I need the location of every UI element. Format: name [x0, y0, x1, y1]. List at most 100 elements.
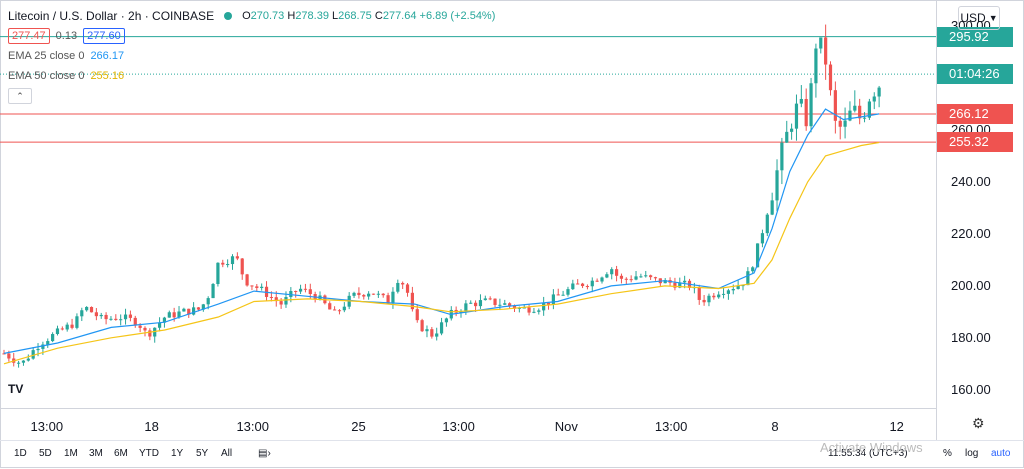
candle-body [794, 103, 799, 129]
candle [498, 298, 502, 311]
candle [391, 287, 395, 309]
candle-body [585, 286, 590, 288]
candle-body [167, 312, 171, 318]
candle-body [473, 302, 478, 307]
collapse-legend-button[interactable]: ⌃ [8, 88, 32, 104]
candle [828, 61, 833, 96]
candle-body [814, 48, 818, 84]
candle [619, 273, 624, 284]
candle-body [498, 304, 502, 306]
candle [444, 317, 449, 327]
period-button[interactable]: 5Y [196, 448, 209, 459]
candle-body [770, 200, 774, 215]
candle [566, 286, 570, 297]
log-toggle[interactable]: log [965, 448, 979, 459]
period-button[interactable]: 1D [14, 448, 27, 459]
candle-body [828, 64, 833, 91]
candle [31, 347, 35, 360]
symbol-title[interactable]: Litecoin / U.S. Dollar · 2h · COINBASE [8, 9, 215, 23]
candle-body [109, 318, 113, 320]
time-axis[interactable]: 13:00 18 13:00 25 13:00 Nov 13:00 8 12 [0, 408, 936, 441]
candle-body [333, 309, 337, 311]
candle-body [221, 262, 225, 265]
candle-body [240, 258, 244, 275]
candle-body [790, 128, 794, 132]
candle [814, 43, 818, 98]
candle-body [342, 306, 346, 311]
candle [736, 280, 740, 290]
period-button[interactable]: 6M [114, 448, 128, 459]
market-status-icon [224, 12, 233, 20]
candle [240, 258, 244, 280]
activation-watermark: Activate Windows [820, 440, 923, 455]
candle [785, 120, 789, 143]
candle-body [196, 307, 201, 310]
sell-price-button[interactable]: 277.47 [8, 28, 50, 44]
ema25-row[interactable]: EMA 25 close 0 266.17 [8, 46, 495, 66]
candle-body [444, 318, 449, 323]
candle-body [206, 298, 210, 305]
candle-body [381, 293, 385, 296]
period-button[interactable]: 3M [89, 448, 103, 459]
candle-body [760, 233, 765, 244]
candle-body [211, 284, 215, 299]
candle-body [138, 325, 142, 328]
candle-body [148, 330, 152, 337]
candles [2, 24, 881, 368]
candle [70, 318, 74, 330]
candle-body [571, 283, 575, 290]
buy-price-button[interactable]: 277.60 [83, 28, 125, 44]
candle-body [653, 277, 658, 279]
candle-body [877, 87, 881, 97]
candle-body [328, 303, 332, 310]
candle [848, 101, 852, 122]
candle [182, 307, 186, 312]
candle-body [289, 291, 293, 298]
percent-toggle[interactable]: % [943, 448, 952, 459]
candle [21, 360, 26, 366]
period-button[interactable]: 1M [64, 448, 78, 459]
candle-body [853, 105, 857, 111]
bottom-toolbar: 1D 5D 1M 3M 6M YTD 1Y 5Y All ▤› 11:55:34 (UTC+3)… [0, 440, 1024, 469]
ema50-value: 255.16 [90, 70, 125, 82]
candle-body [605, 274, 609, 278]
price-chart[interactable] [0, 0, 936, 408]
period-button[interactable]: 5D [39, 448, 52, 459]
time-tick: 13:00 [30, 419, 64, 434]
currency-selector[interactable]: USD ▼ [958, 6, 1000, 30]
candle [488, 296, 492, 301]
candle [157, 317, 162, 332]
candle-body [439, 322, 444, 334]
candle-body [157, 322, 162, 328]
period-button[interactable]: 1Y [171, 448, 184, 459]
candle-body [245, 274, 249, 286]
candle [405, 283, 410, 297]
clock-time[interactable]: 11:55:34 (UTC+3) [828, 448, 908, 459]
ema25-value: 266.17 [90, 50, 125, 62]
candle-body [187, 308, 191, 315]
date-range-icon[interactable]: ▤› [258, 448, 271, 459]
candle [89, 306, 94, 313]
time-tick: 12 [889, 419, 904, 434]
candle-body [94, 312, 98, 317]
candle-body [809, 83, 813, 127]
candle [230, 254, 235, 270]
candle [333, 306, 337, 311]
candle [376, 290, 380, 298]
auto-scale-toggle[interactable]: auto [991, 448, 1011, 459]
period-button[interactable]: YTD [139, 448, 159, 459]
candle-body [590, 280, 594, 287]
candle [420, 318, 424, 333]
candle-body [298, 288, 303, 292]
settings-gear-icon[interactable]: ⚙ [972, 415, 985, 431]
period-button[interactable]: All [221, 448, 233, 459]
candle [542, 296, 546, 316]
candle-body [488, 298, 492, 300]
price-axis[interactable]: 160.00180.00200.00220.00240.00260.00280.… [936, 0, 1024, 440]
candle-body [235, 256, 239, 259]
candle [478, 294, 483, 309]
candle-body [85, 306, 89, 311]
ema50-row[interactable]: EMA 50 close 0 255.16 [8, 66, 495, 86]
candle-body [824, 37, 828, 65]
candle [794, 94, 799, 141]
